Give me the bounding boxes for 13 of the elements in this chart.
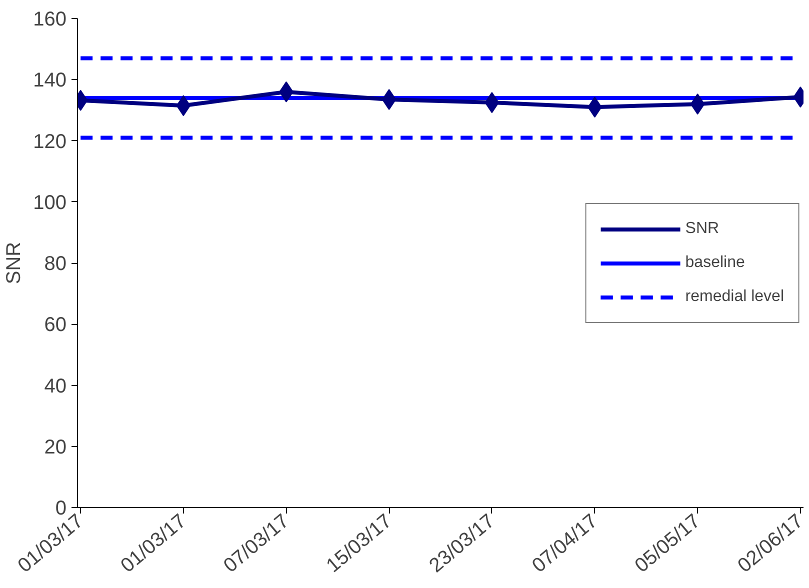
legend-label: remedial level (685, 288, 784, 306)
legend-label: SNR (685, 220, 720, 238)
y-tick-label: 120 (33, 130, 67, 153)
y-tick-label: 60 (44, 314, 67, 336)
y-tick-label: 140 (33, 70, 67, 92)
y-tick-label: 80 (44, 253, 67, 275)
y-tick-label: 160 (33, 8, 67, 30)
legend-label: baseline (685, 254, 745, 272)
y-tick-label: 100 (33, 192, 67, 214)
y-axis-title: SNR (3, 242, 26, 284)
y-tick-label: 0 (55, 498, 66, 520)
y-tick-label: 20 (44, 436, 67, 458)
y-tick-label: 40 (44, 375, 67, 398)
